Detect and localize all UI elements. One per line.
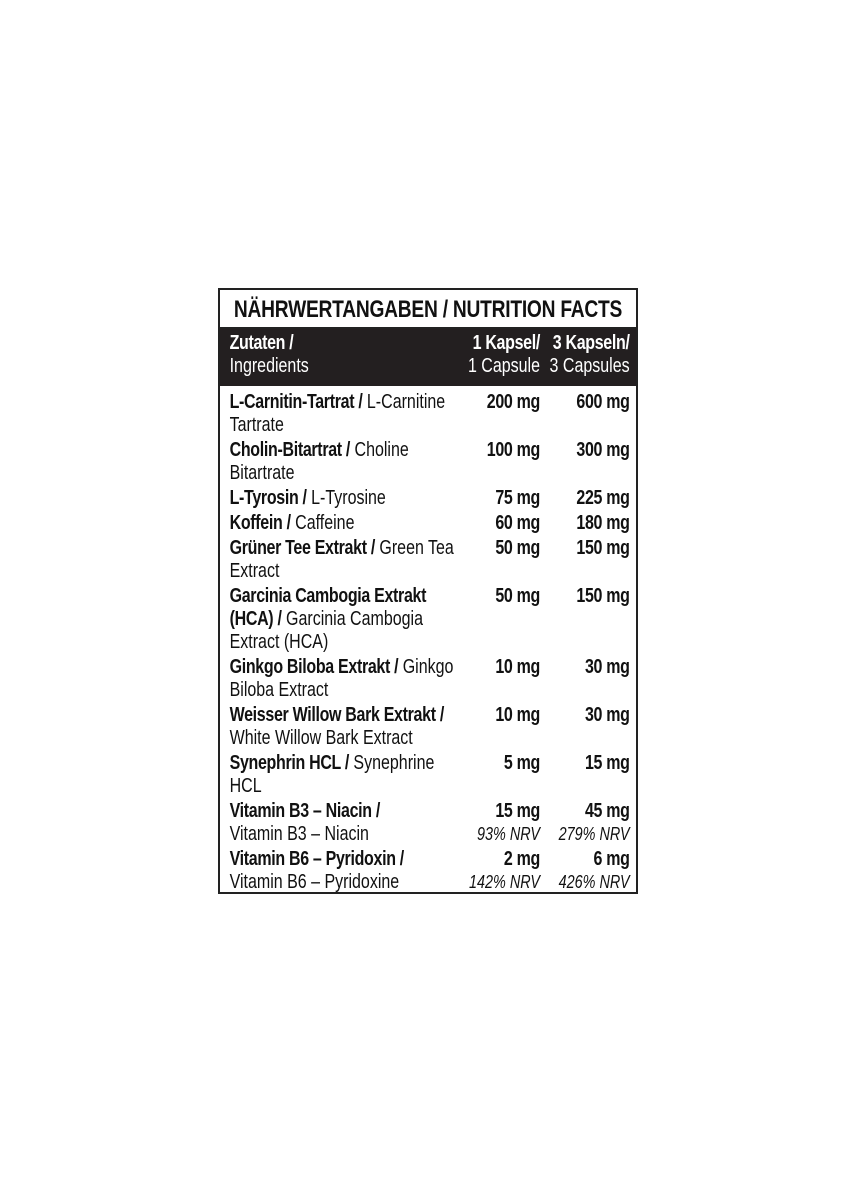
ingredient-name: L-Tyrosin / L-Tyrosine	[220, 487, 462, 510]
ingredient-row: L-Tyrosin / L-Tyrosine 75 mg 225 mg	[220, 485, 636, 510]
name-de: Koffein /	[229, 512, 291, 534]
ingredient-name: Vitamin B3 – Niacin /	[220, 800, 462, 823]
amount-1: 10 mg	[495, 656, 540, 678]
name-en: Garcinia Cambogia Extract (HCA)	[229, 608, 423, 653]
amount-1: 75 mg	[495, 487, 540, 509]
ingredient-row: Garcinia Cambogia Extrakt (HCA) / Garcin…	[220, 583, 636, 654]
name-de: L-Carnitin-Tartrat /	[229, 391, 363, 413]
ingredient-row: L-Carnitin-Tartrat / L-Carnitine Tartrat…	[220, 389, 636, 437]
table-title: NÄHRWERTANGABEN / NUTRITION FACTS	[220, 290, 636, 329]
nrv-3: 279% NRV	[558, 824, 630, 844]
amount-1: 60 mg	[495, 512, 540, 534]
ingredient-row: Synephrin HCL / Synephrine HCL 5 mg 15 mg	[220, 750, 636, 798]
ingredient-name: Synephrin HCL / Synephrine HCL	[220, 752, 462, 798]
name-en: Green Tea Extract	[229, 537, 454, 582]
amount-1: 15 mg	[495, 800, 540, 822]
amount-1: 2 mg	[503, 848, 540, 870]
amount-1: 5 mg	[503, 752, 540, 774]
nrv-1: 93% NRV	[477, 824, 540, 844]
ingredient-name: Cholin-Bitartrat / Choline Bitartrate	[220, 439, 462, 485]
name-de: Vitamin B6 – Pyridoxin /	[229, 848, 405, 870]
amount-1: 50 mg	[495, 585, 540, 607]
ingredient-row: Weisser Willow Bark Extrakt / White Will…	[220, 702, 636, 750]
name-de: Weisser Willow Bark Extrakt /	[229, 704, 445, 726]
header-light: 3 Capsules	[549, 355, 630, 377]
ingredient-name: Ginkgo Biloba Extrakt / Ginkgo Biloba Ex…	[220, 656, 462, 702]
ingredient-name: Vitamin B6 – Pyridoxin /	[220, 848, 462, 871]
header-cell: 1 Kapsel/1 Capsule	[462, 332, 547, 386]
ingredient-name: L-Carnitin-Tartrat / L-Carnitine Tartrat…	[220, 391, 462, 437]
name-de: Ginkgo Biloba Extrakt /	[229, 656, 399, 678]
amount-1: 50 mg	[495, 537, 540, 559]
name-en: L-Carnitine Tartrate	[229, 391, 446, 436]
ingredient-name-en: Vitamin B3 – Niacin	[220, 823, 462, 846]
nutrition-table: NÄHRWERTANGABEN / NUTRITION FACTS Zutate…	[218, 288, 638, 894]
nrv-3: 426% NRV	[558, 872, 630, 892]
name-en: Vitamin B6 – Pyridoxine	[229, 871, 400, 893]
header-light: 1 Capsule	[467, 355, 540, 377]
name-en: Ginkgo Biloba Extract	[229, 656, 454, 701]
name-de: Vitamin B3 – Niacin /	[229, 800, 381, 822]
table-body: L-Carnitin-Tartrat / L-Carnitine Tartrat…	[220, 386, 636, 893]
name-en: L-Tyrosine	[311, 487, 386, 509]
name-en: Choline Bitartrate	[229, 439, 409, 484]
name-de: L-Tyrosin /	[229, 487, 307, 509]
name-en: Caffeine	[295, 512, 355, 534]
ingredient-name: Garcinia Cambogia Extrakt (HCA) / Garcin…	[220, 585, 462, 654]
table-inner: NÄHRWERTANGABEN / NUTRITION FACTS Zutate…	[220, 290, 636, 893]
header-row: Zutaten / Ingredients 1 Kapsel/1 Capsule …	[220, 329, 636, 386]
ingredient-row: Vitamin B3 – Niacin / 15 mg 45 mg Vitamin …	[220, 798, 636, 846]
ingredient-name: Weisser Willow Bark Extrakt / White Will…	[220, 704, 462, 750]
amount-3: 45 mg	[584, 800, 630, 822]
amount-3: 15 mg	[584, 752, 630, 774]
name-de: Grüner Tee Extrakt /	[229, 537, 376, 559]
nrv-1: 142% NRV	[469, 872, 540, 892]
ingredient-name: Grüner Tee Extrakt / Green Tea Extract	[220, 537, 462, 583]
ingredient-row: Koffein / Caffeine 60 mg 180 mg	[220, 510, 636, 535]
amount-3: 6 mg	[593, 848, 630, 870]
name-de: Cholin-Bitartrat /	[229, 439, 351, 461]
amount-3: 150 mg	[576, 537, 630, 559]
ingredient-row: Grüner Tee Extrakt / Green Tea Extract 50…	[220, 535, 636, 583]
header-bold: 3 Kapseln/	[552, 332, 630, 354]
amount-1: 200 mg	[486, 391, 541, 413]
name-en: Vitamin B3 – Niacin	[229, 823, 369, 845]
ingredient-row: Ginkgo Biloba Extrakt / Ginkgo Biloba Ex…	[220, 654, 636, 702]
amount-1: 100 mg	[486, 439, 541, 461]
name-en: Synephrine HCL	[229, 752, 435, 797]
ingredient-name-en: Vitamin B6 – Pyridoxine	[220, 871, 462, 893]
amount-3: 150 mg	[576, 585, 630, 607]
name-de: Garcinia Cambogia Extrakt (HCA) /	[229, 585, 427, 630]
name-en: White Willow Bark Extract	[229, 727, 413, 749]
amount-1: 10 mg	[495, 704, 540, 726]
header-bold: Zutaten /	[229, 332, 294, 354]
header-bold: 1 Kapsel/	[472, 332, 541, 354]
header-cell: Zutaten / Ingredients	[220, 332, 462, 386]
amount-3: 225 mg	[576, 487, 630, 509]
header-light: Ingredients	[229, 355, 309, 377]
ingredient-row: Cholin-Bitartrat / Choline Bitartrate 100…	[220, 437, 636, 485]
amount-3: 600 mg	[576, 391, 630, 413]
ingredient-name: Koffein / Caffeine	[220, 512, 462, 535]
amount-3: 180 mg	[576, 512, 630, 534]
amount-3: 30 mg	[584, 704, 630, 726]
name-de: Synephrin HCL /	[229, 752, 350, 774]
ingredient-row: Vitamin B6 – Pyridoxin / 2 mg 6 mg Vitamin…	[220, 846, 636, 893]
amount-3: 30 mg	[584, 656, 630, 678]
amount-3: 300 mg	[576, 439, 630, 461]
header-cell: 3 Kapseln/3 Capsules	[546, 332, 636, 386]
